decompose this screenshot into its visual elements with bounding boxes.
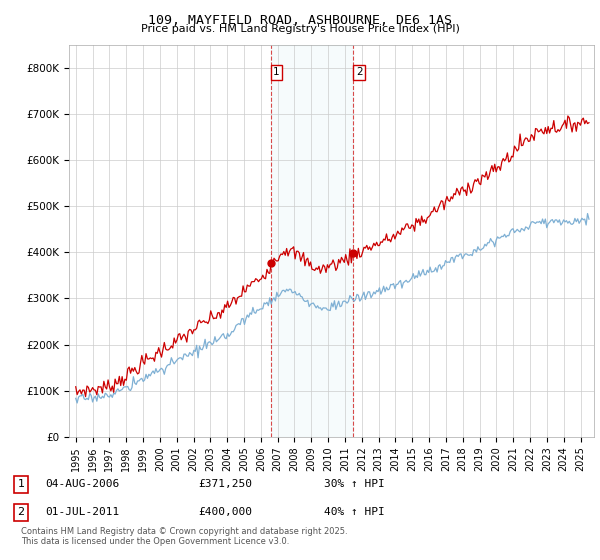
Text: 01-JUL-2011: 01-JUL-2011 — [45, 507, 119, 517]
Text: 2: 2 — [17, 507, 25, 517]
Text: 04-AUG-2006: 04-AUG-2006 — [45, 479, 119, 489]
Text: Price paid vs. HM Land Registry's House Price Index (HPI): Price paid vs. HM Land Registry's House … — [140, 24, 460, 34]
Text: 1: 1 — [17, 479, 25, 489]
Text: £371,250: £371,250 — [198, 479, 252, 489]
Text: Contains HM Land Registry data © Crown copyright and database right 2025.
This d: Contains HM Land Registry data © Crown c… — [21, 526, 347, 546]
Bar — [271, 45, 353, 437]
Text: 30% ↑ HPI: 30% ↑ HPI — [324, 479, 385, 489]
Text: 40% ↑ HPI: 40% ↑ HPI — [324, 507, 385, 517]
Text: 109, MAYFIELD ROAD, ASHBOURNE, DE6 1AS: 109, MAYFIELD ROAD, ASHBOURNE, DE6 1AS — [148, 14, 452, 27]
Text: £400,000: £400,000 — [198, 507, 252, 517]
Text: 2: 2 — [356, 67, 362, 77]
Text: 1: 1 — [273, 67, 280, 77]
